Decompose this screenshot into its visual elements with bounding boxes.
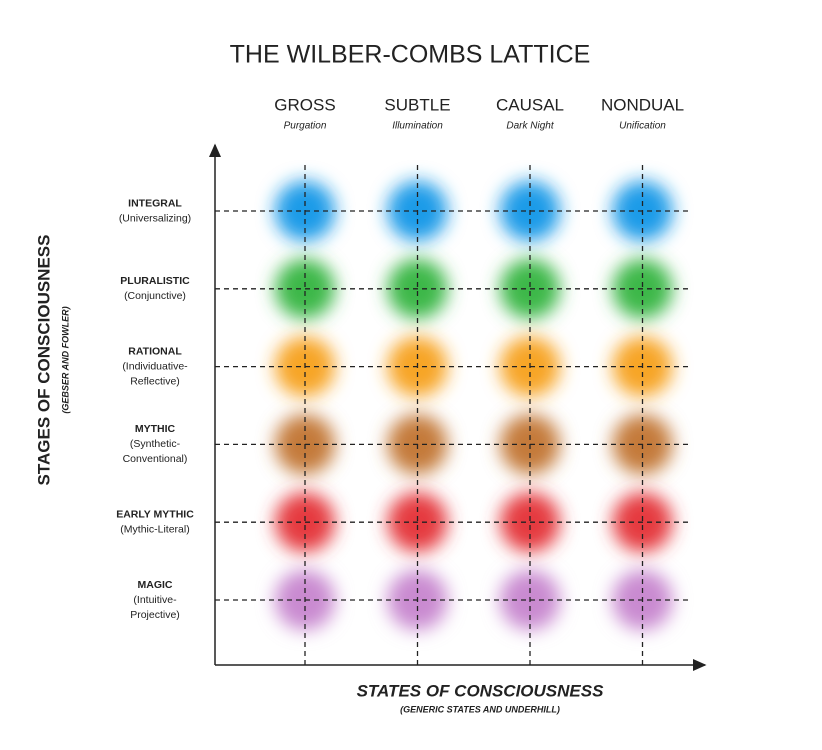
- column-subtitle: Dark Night: [506, 121, 554, 132]
- row-subtitle: (Mythic-Literal): [120, 523, 189, 535]
- column-name: SUBTLE: [384, 95, 450, 114]
- column-name: NONDUAL: [601, 95, 684, 114]
- row-subtitle: Projective): [130, 609, 180, 621]
- y-axis-label: STAGES OF CONSCIOUSNESS: [34, 235, 53, 486]
- row-name: MAGIC: [138, 579, 173, 591]
- row-subtitle: (Conjunctive): [124, 290, 186, 302]
- row-name: MYTHIC: [135, 423, 176, 435]
- row-subtitle: (Universalizing): [119, 212, 191, 224]
- x-axis-sublabel: (GENERIC STATES AND UNDERHILL): [400, 704, 560, 714]
- row-name: EARLY MYTHIC: [116, 508, 194, 520]
- column-subtitle: Unification: [619, 121, 666, 132]
- row-name: PLURALISTIC: [120, 275, 190, 287]
- row-subtitle: (Synthetic-: [130, 438, 181, 450]
- row-subtitle: (Intuitive-: [133, 594, 177, 606]
- row-subtitle: Conventional): [123, 453, 188, 465]
- column-name: CAUSAL: [496, 95, 564, 114]
- row-name: RATIONAL: [128, 345, 182, 357]
- row-name: INTEGRAL: [128, 197, 182, 209]
- column-name: GROSS: [274, 95, 335, 114]
- x-axis-label: STATES OF CONSCIOUSNESS: [357, 681, 605, 700]
- column-subtitle: Purgation: [284, 121, 327, 132]
- y-axis-sublabel: (GEBSER AND FOWLER): [60, 306, 70, 413]
- row-subtitle: (Individuative-: [122, 360, 188, 372]
- row-subtitle: Reflective): [130, 375, 180, 387]
- column-subtitle: Illumination: [392, 121, 443, 132]
- title: THE WILBER-COMBS LATTICE: [230, 41, 591, 69]
